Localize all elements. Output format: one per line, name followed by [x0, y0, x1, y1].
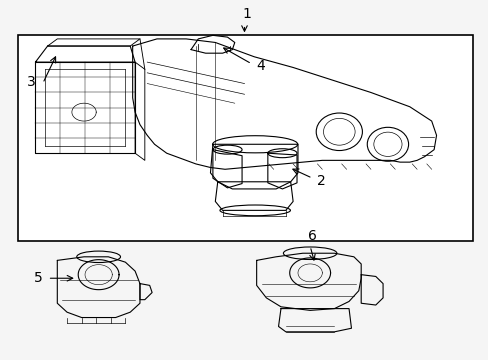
- Text: 2: 2: [317, 174, 325, 188]
- FancyBboxPatch shape: [19, 35, 472, 241]
- Text: 3: 3: [27, 75, 36, 89]
- Text: 5: 5: [33, 271, 42, 285]
- Text: 6: 6: [307, 229, 316, 243]
- Text: 4: 4: [256, 59, 265, 73]
- Text: 1: 1: [242, 7, 251, 21]
